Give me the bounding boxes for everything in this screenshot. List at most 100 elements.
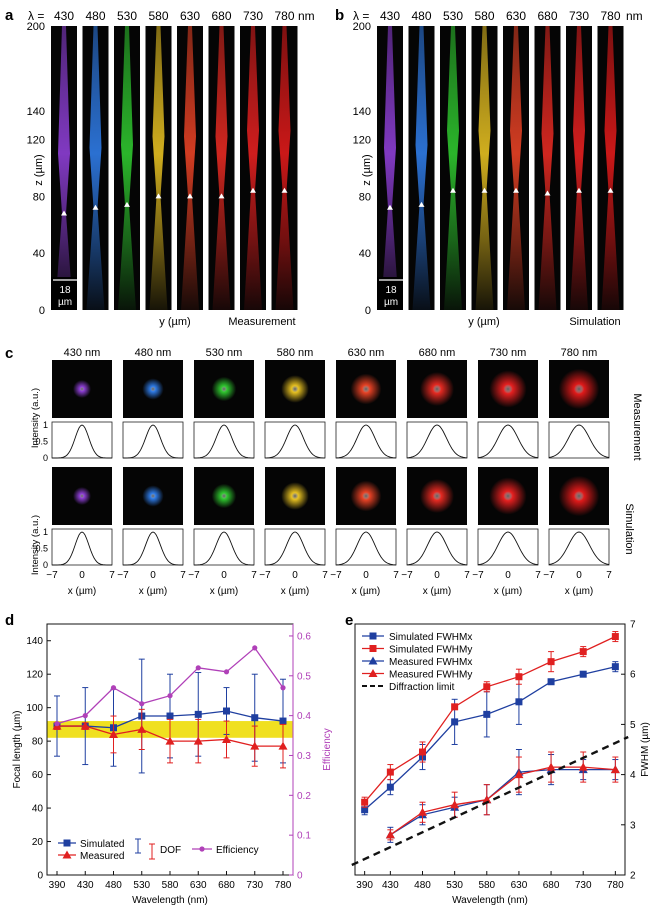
diffraction-limit-line: [351, 735, 629, 867]
profile-box: [548, 528, 610, 566]
y-tick-label: 0: [37, 871, 43, 882]
focus-marker: [387, 204, 393, 210]
data-point: [579, 670, 587, 678]
beam-light: [475, 26, 494, 310]
y-tick-label: 100: [26, 703, 43, 714]
z-tick-label: 200: [353, 21, 371, 33]
x-tick-label: 480: [414, 880, 431, 891]
y-axis-label: Focal length (µm): [12, 710, 23, 788]
x-tick-label: 630: [190, 880, 207, 891]
focal-spot: [211, 483, 237, 509]
profile-x-tick: −7: [46, 570, 58, 581]
data-point: [611, 663, 619, 671]
lambda-label: λ =: [353, 9, 369, 23]
beam-light: [118, 26, 136, 310]
focal-spot: [489, 370, 527, 408]
legend-label: Efficiency: [216, 845, 259, 856]
profile-box: [264, 528, 326, 566]
y-tick-label: 5: [630, 720, 636, 731]
profile-y-tick: 0.5: [35, 437, 48, 447]
x-tick-label: 390: [49, 880, 66, 891]
beam-light: [244, 26, 262, 310]
data-point: [578, 762, 588, 771]
scalebar-box: [51, 277, 77, 310]
profile-x-tick: 0: [79, 570, 85, 581]
profile-x-tick: 7: [322, 570, 328, 581]
wavelength-label: 630: [180, 9, 200, 23]
data-point: [279, 717, 287, 725]
y2-tick-label: 0.4: [297, 711, 311, 722]
profile-box: [122, 528, 184, 566]
data-point: [139, 701, 145, 707]
profile-box: [122, 421, 184, 459]
x-tick-label: 430: [382, 880, 399, 891]
focus-marker: [218, 193, 225, 199]
y-tick-label: 7: [630, 620, 636, 631]
x-tick-label: 530: [133, 880, 150, 891]
data-point: [514, 770, 524, 779]
beam-light: [149, 26, 168, 310]
wavelength-label: 780: [274, 9, 294, 23]
scalebar-box: [377, 277, 403, 310]
wavelength-label: 530: [117, 9, 137, 23]
legend-marker: [63, 839, 71, 847]
profile-box: [51, 528, 113, 566]
x-tick-label: 530: [446, 880, 463, 891]
profile-x-tick: −7: [543, 570, 555, 581]
wavelength-label: 680: [211, 9, 231, 23]
data-point: [195, 665, 201, 671]
focal-spot: [73, 380, 91, 398]
focus-marker: [513, 187, 519, 193]
data-point: [579, 648, 587, 656]
y-tick-label: 140: [26, 636, 43, 647]
x-tick-label: 680: [218, 880, 235, 891]
profile-x-label: x (µm): [210, 586, 239, 597]
panel-b-simulation: λ = nm z (µm) y (µm) Simulation 200 140 12…: [353, 9, 643, 328]
profile-box: [548, 421, 610, 459]
y-axis-label: FWHM (µm): [640, 722, 651, 777]
lambda-label: λ =: [28, 9, 44, 23]
profile-x-tick: −7: [259, 570, 271, 581]
beam-light: [570, 26, 588, 310]
profile-x-label: x (µm): [352, 586, 381, 597]
data-point: [515, 673, 523, 681]
profile-y-tick: 0: [43, 560, 48, 570]
spot-wavelength-label: 480 nm: [135, 347, 172, 359]
z-tick-label: 0: [365, 305, 371, 317]
profile-box: [264, 421, 326, 459]
legend-marker: [62, 850, 72, 859]
series-line: [390, 768, 616, 836]
wavelength-label: 480: [411, 9, 431, 23]
x-tick-label: 630: [511, 880, 528, 891]
z-tick-label: 80: [33, 191, 45, 203]
focal-spot: [73, 487, 91, 505]
z-tick-label: 200: [27, 21, 45, 33]
profile-x-tick: 7: [393, 570, 399, 581]
focus-marker: [576, 187, 582, 193]
beam-light: [601, 26, 620, 310]
x-tick-label: 580: [478, 880, 495, 891]
x-tick-label: 480: [105, 880, 122, 891]
data-point: [386, 768, 394, 776]
z-tick-label: 120: [27, 135, 45, 147]
beam-light: [538, 26, 557, 310]
mode-label: Simulation: [569, 316, 620, 328]
spot-wavelength-label: 780 nm: [561, 347, 598, 359]
data-point: [54, 721, 60, 727]
z-tick-label: 120: [353, 135, 371, 147]
focus-marker: [481, 187, 488, 193]
y2-tick-label: 0.2: [297, 791, 311, 802]
beam-light: [86, 26, 105, 310]
focal-spot: [142, 378, 164, 400]
scalebar-unit: µm: [58, 297, 72, 308]
scalebar-value: 18: [59, 285, 71, 296]
plot-frame: [354, 623, 626, 876]
focus-marker: [418, 201, 425, 207]
z-tick-label: 40: [33, 248, 45, 260]
data-point: [193, 736, 203, 745]
data-point: [250, 741, 260, 750]
focal-spot: [489, 477, 527, 515]
x-tick-label: 730: [575, 880, 592, 891]
y2-tick-label: 0.3: [297, 751, 311, 762]
data-point: [451, 718, 459, 726]
